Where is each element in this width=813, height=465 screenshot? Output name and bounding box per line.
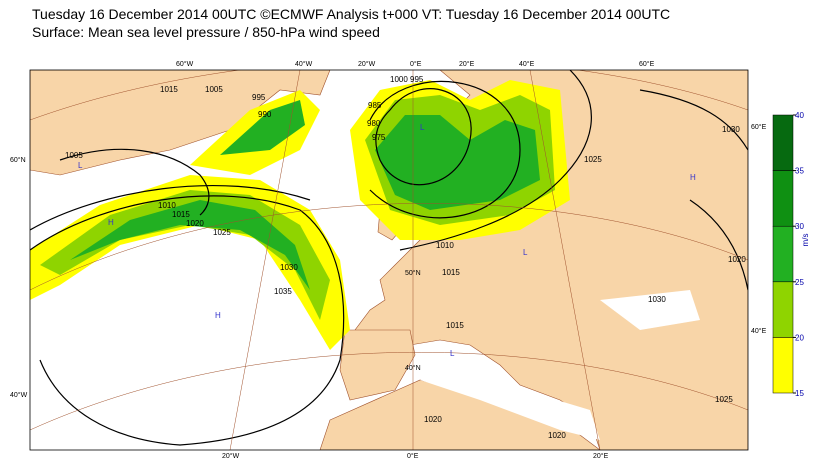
map-shape (529, 70, 601, 450)
colorbar-band (772, 281, 794, 338)
isobars (30, 70, 748, 446)
map-shape (30, 195, 345, 446)
isobar-label: 1020 (548, 431, 566, 440)
graticule-label: 40°E (519, 60, 535, 68)
pressure-centre: L (78, 161, 83, 170)
title: Tuesday 16 December 2014 00UTC ©ECMWF An… (32, 6, 670, 22)
graticule-label: 60°E (639, 60, 655, 68)
isobar-label: 1030 (280, 263, 298, 272)
colorbar-band (772, 337, 794, 394)
map-shape (30, 203, 748, 291)
isobar-label: 975 (372, 133, 386, 142)
graticule-label: 20°E (459, 60, 475, 68)
colorbar-tick-label: 30 (795, 222, 804, 231)
isobar-label: 1020 (424, 415, 442, 424)
isobar-label: 1030 (648, 295, 666, 304)
graticule-label: 40°E (751, 327, 767, 335)
isobar-label: 1015 (446, 321, 464, 330)
map-shape (399, 70, 592, 251)
isobar-label: 1020 (186, 219, 204, 228)
isobar-label: 1025 (213, 228, 231, 237)
colorbar-tick-label: 25 (795, 278, 804, 287)
isobar-label: 995 (410, 75, 424, 84)
map-shape (229, 70, 301, 450)
isobar-label: 1010 (436, 241, 454, 250)
graticule-label: 0°E (407, 452, 419, 460)
pressure-centre: L (450, 349, 455, 358)
isobar-label: 1035 (274, 287, 292, 296)
isobar-label: 1025 (715, 395, 733, 404)
colorbar-band (772, 225, 794, 283)
graticule-label: 40°N (405, 364, 421, 372)
graticule-label: 0°E (410, 60, 422, 68)
map-shape (375, 88, 472, 186)
isobar-label: 1030 (722, 125, 740, 134)
isobar-label: 980 (367, 119, 381, 128)
colorbar-tick-label: 40 (795, 111, 804, 120)
pressure-centre: H (215, 311, 221, 320)
map-shape (420, 370, 600, 440)
map-shape (30, 70, 331, 176)
isobar-label: 985 (368, 101, 382, 110)
map-shape (369, 80, 521, 219)
graticule-label: 50°N (405, 269, 421, 277)
map-shape (600, 290, 700, 330)
pressure-centre: L (523, 248, 528, 257)
graticule-label: 60°E (751, 123, 767, 131)
pressure-centre: L (420, 123, 425, 132)
pressure-centre: H (690, 173, 696, 182)
map-shape (59, 148, 210, 216)
isobar-label: 1005 (65, 151, 83, 160)
isobar-label: 990 (258, 110, 272, 119)
map-shape (70, 200, 310, 290)
colorbar-tick-label: 15 (795, 389, 804, 398)
colorbar-band (772, 114, 794, 171)
graticule-label: 40°W (295, 60, 313, 68)
graticule (30, 70, 748, 450)
colorbar-band (772, 170, 794, 227)
colorbar-tick-label: 20 (795, 333, 804, 342)
subtitle: Surface: Mean sea level pressure / 850-h… (32, 24, 380, 40)
pressure-centre: H (108, 218, 114, 227)
map-frame (29, 69, 749, 451)
map-shape (220, 100, 305, 155)
map-shape (30, 70, 748, 121)
colorbar-unit: m/s (801, 234, 810, 247)
map-shape (30, 184, 311, 231)
isobar-label: 995 (252, 93, 266, 102)
colorbar-tick-label: 35 (795, 167, 804, 176)
map: 1005 1010 1015 1020 1025 1030 1035 990 9… (30, 70, 748, 450)
isobar-label: 1000 (390, 75, 408, 84)
map-shape (375, 115, 540, 210)
isobar-label: 1015 (160, 85, 178, 94)
graticule-label: 60°W (176, 60, 194, 68)
isobar-label: 1005 (205, 85, 223, 94)
colorbar: 15 20 25 30 35 40 (772, 111, 804, 398)
map-shape (689, 199, 748, 291)
map-shape (639, 89, 748, 151)
isobar-label: 1010 (158, 201, 176, 210)
map-shape (30, 352, 748, 431)
isobar-label: 1015 (172, 210, 190, 219)
graticule-label: 40°W (10, 391, 28, 399)
map-shape (339, 329, 416, 401)
graticule-label: 20°W (222, 452, 240, 460)
graticule-label: 60°N (10, 156, 26, 164)
isobar-label: 1020 (728, 255, 746, 264)
graticule-label: 20°W (358, 60, 376, 68)
isobar-label: 1025 (584, 155, 602, 164)
isobar-label: 1015 (442, 268, 460, 277)
graticule-label: 20°E (593, 452, 609, 460)
